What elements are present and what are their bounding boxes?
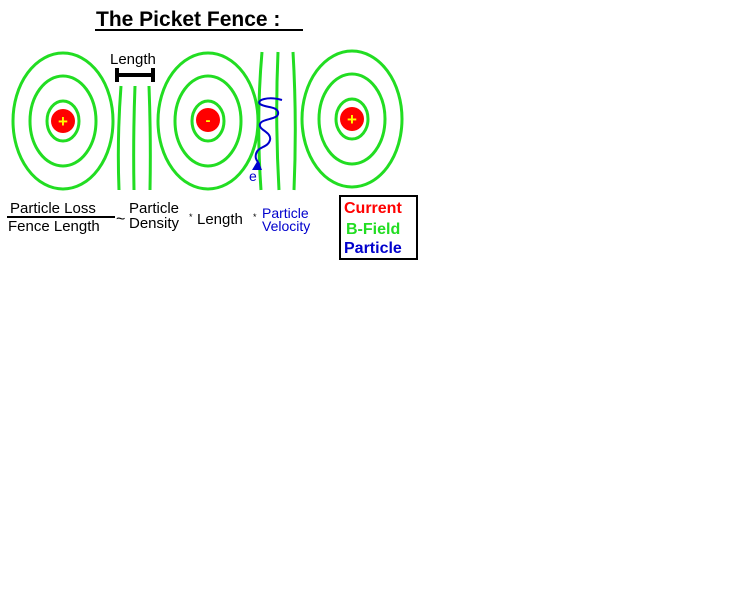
b-field-cusp-line (291, 51, 297, 191)
legend-current: Current (344, 200, 402, 217)
current-wire-marker (51, 109, 75, 133)
electron-label: e (249, 168, 257, 184)
formula-term-density-1: Particle (129, 200, 179, 217)
length-bracket (115, 68, 155, 82)
formula-times-1: * (189, 212, 193, 222)
legend-particle: Particle (344, 240, 402, 257)
current-wire-marker (340, 107, 364, 131)
b-field-lines (11, 49, 404, 191)
legend: Current B-Field Particle (339, 195, 418, 260)
wire-2: - (196, 108, 220, 132)
formula-tilde: ~ (116, 211, 125, 228)
formula-term-velocity-2: Velocity (262, 218, 310, 234)
formula-times-2: * (253, 212, 257, 222)
b-field-cusp-line (257, 51, 264, 191)
loss-formula: Particle Loss Fence Length ~ Particle De… (7, 200, 310, 235)
b-field-loop (300, 49, 404, 189)
b-field-loop (28, 74, 98, 168)
length-marker-label: Length (110, 51, 156, 68)
current-wire-marker (196, 108, 220, 132)
b-field-loop (45, 99, 81, 143)
b-field-cusp-line (147, 85, 152, 191)
diagram-title: The Picket Fence : (96, 8, 280, 31)
particle-arrow-head (252, 160, 262, 170)
formula-term-density-2: Density (129, 215, 180, 232)
wire-3: + (340, 107, 364, 131)
b-field-loop (317, 72, 387, 166)
charge-sign: + (347, 110, 357, 129)
b-field-loop (173, 74, 243, 168)
formula-term-velocity-1: Particle (262, 205, 309, 221)
formula-denominator: Fence Length (8, 218, 100, 235)
b-field-loop (190, 99, 226, 143)
formula-numerator: Particle Loss (10, 200, 96, 217)
b-field-loop (11, 51, 115, 191)
b-field-loop (334, 97, 370, 141)
legend-box (339, 195, 418, 260)
b-field-cusp-line (132, 85, 137, 191)
formula-term-length: Length (197, 211, 243, 228)
b-field-cusp-line (275, 51, 281, 191)
charge-sign: + (58, 112, 68, 131)
b-field-cusp-line (116, 85, 123, 191)
particle-trajectory (254, 97, 283, 169)
wire-1: + (51, 109, 75, 133)
legend-bfield: B-Field (346, 221, 400, 238)
charge-sign: - (206, 112, 211, 129)
